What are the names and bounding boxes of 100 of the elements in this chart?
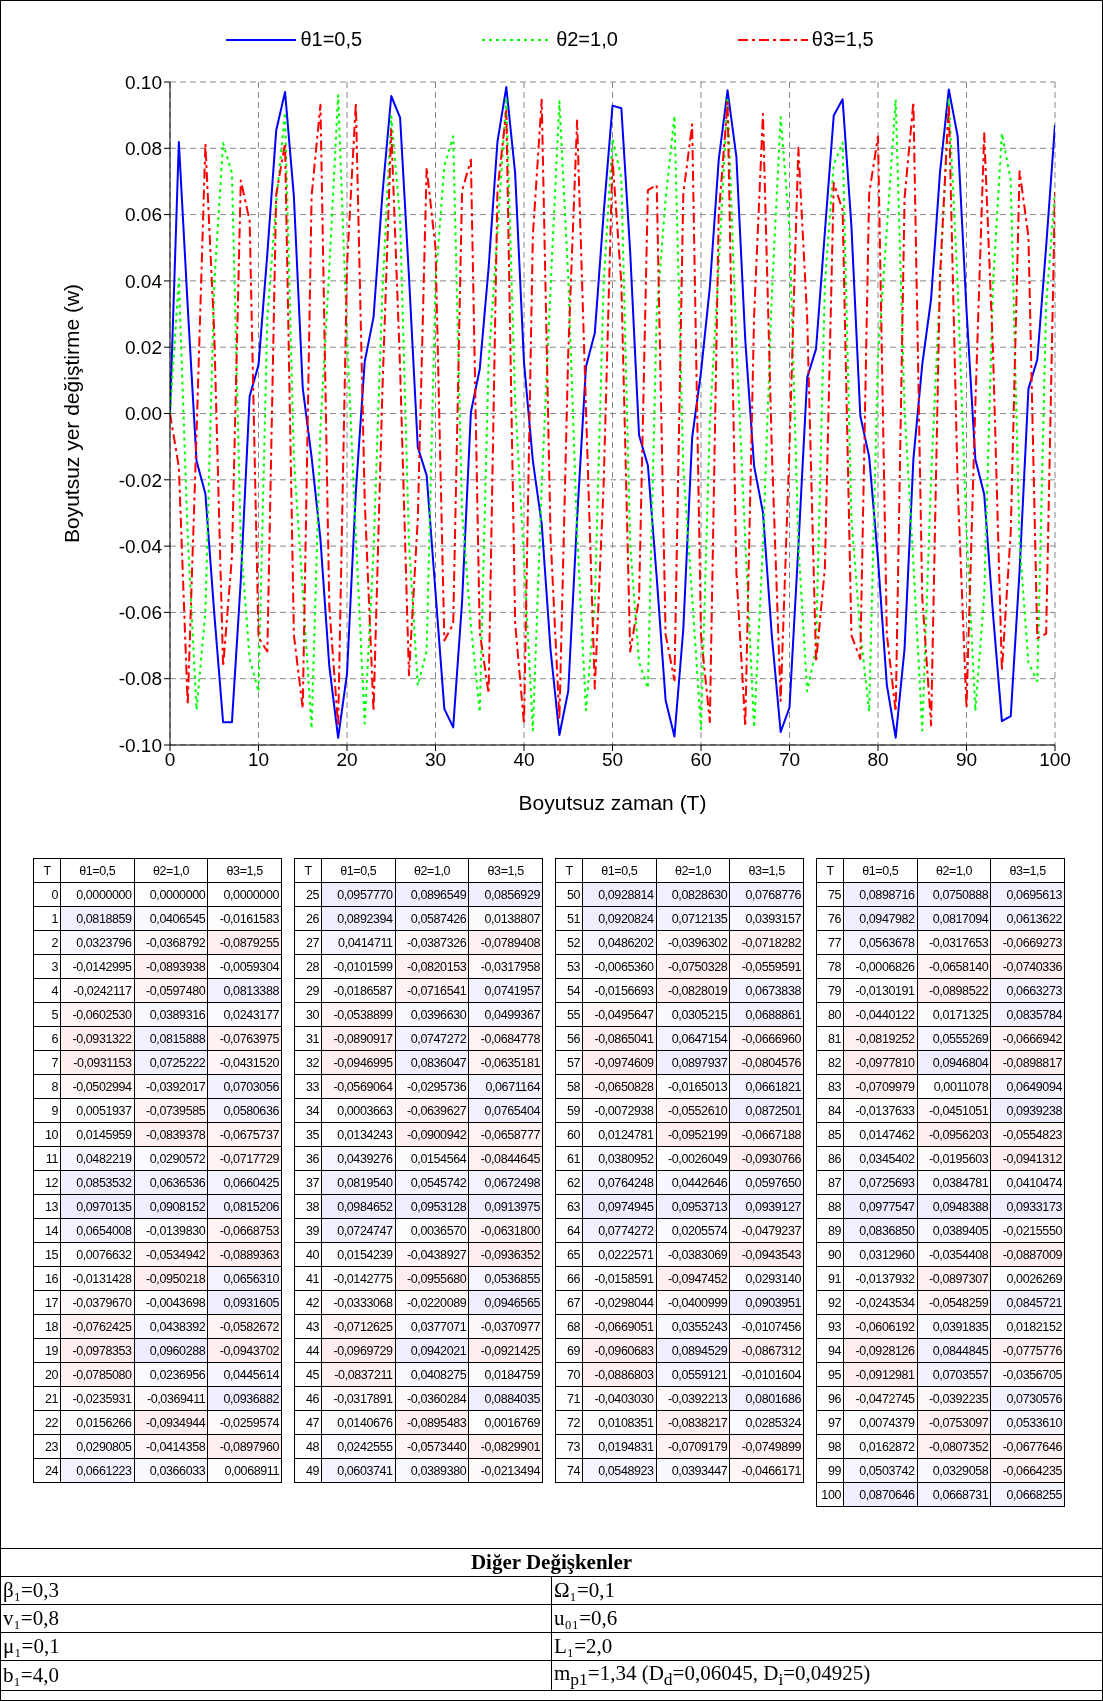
data-label: 0,0184759 (468, 1362, 543, 1387)
y-tick-label: 0.02 (125, 336, 162, 358)
data-label: -0,0912981 (843, 1362, 918, 1387)
data-label: -0,0161583 (207, 906, 282, 931)
data-label: -0,0065360 (582, 954, 657, 979)
x-tick-label: θ1=0,5 (843, 858, 918, 883)
data-label: -0,0392213 (656, 1386, 730, 1411)
y-tick-label: 10 (33, 1122, 61, 1147)
data-label: -0,0718282 (729, 930, 804, 955)
data-label: 0,0162872 (843, 1434, 918, 1459)
y-tick-label: 45 (294, 1362, 322, 1387)
data-label: -0,0717729 (207, 1146, 282, 1171)
y-tick-label: 95 (816, 1362, 844, 1387)
y-tick-label: 0.10 (125, 71, 162, 93)
data-label: -0,0934944 (134, 1410, 208, 1435)
data-label: 0,0928814 (582, 882, 657, 907)
data-label: -0,0438927 (395, 1242, 469, 1267)
data-label: -0,0820153 (395, 954, 469, 979)
data-label: 0,0894529 (656, 1338, 730, 1363)
x-tick-label: θ1=0,5 (582, 858, 657, 883)
data-label: -0,0936352 (468, 1242, 543, 1267)
data-label: -0,0552610 (656, 1098, 730, 1123)
x-tick-label: θ3=1,5 (207, 858, 282, 883)
text: v₁=0,8 (3, 1606, 59, 1630)
y-tick-label: 44 (294, 1338, 322, 1363)
data-label: 0,0936882 (207, 1386, 282, 1411)
y-tick-label: 46 (294, 1386, 322, 1411)
data-label: 0,0898716 (843, 882, 918, 907)
data-label: 0,0389380 (395, 1458, 469, 1483)
data-label: -0,0950218 (134, 1266, 208, 1291)
data-label: 0,0393157 (729, 906, 804, 931)
data-label: -0,0837211 (321, 1362, 396, 1387)
data-label: -0,0156693 (582, 978, 657, 1003)
data-label: -0,0440122 (843, 1002, 918, 1027)
data-label: 0,0482219 (60, 1146, 135, 1171)
y-tick-label: 77 (816, 930, 844, 955)
data-label: 0,0108351 (582, 1410, 657, 1435)
data-label: -0,0400999 (656, 1290, 730, 1315)
data-label: 0,0134243 (321, 1122, 396, 1147)
data-label: -0,0137633 (843, 1098, 918, 1123)
data-label: -0,0139830 (134, 1218, 208, 1243)
data-label: -0,0898817 (990, 1050, 1065, 1075)
data-label: -0,0559591 (729, 954, 804, 979)
data-label: 0,0741957 (468, 978, 543, 1003)
y-tick-label: 98 (816, 1434, 844, 1459)
data-label: 0,0819540 (321, 1170, 396, 1195)
y-tick-label: 57 (555, 1050, 583, 1075)
y-tick-label: 26 (294, 906, 322, 931)
data-label: 0,0384781 (917, 1170, 991, 1195)
x-tick-label: θ1=0,5 (60, 858, 135, 883)
y-tick-label: 17 (33, 1290, 61, 1315)
data-label: -0,0709179 (656, 1434, 730, 1459)
y-tick-label: 7 (33, 1050, 61, 1075)
data-label: 0,0603741 (321, 1458, 396, 1483)
x-tick-label: 90 (955, 749, 978, 771)
data-label: -0,0709979 (843, 1074, 918, 1099)
data-label: 0,0663273 (990, 978, 1065, 1003)
x-tick-label: θ1=0,5 (321, 858, 396, 883)
data-label: -0,0317958 (468, 954, 543, 979)
data-label: -0,0396302 (656, 930, 730, 955)
y-tick-label: 88 (816, 1194, 844, 1219)
data-label: -0,0887009 (990, 1242, 1065, 1267)
y-tick-label: 63 (555, 1194, 583, 1219)
y-tick-label: 25 (294, 882, 322, 907)
data-label: -0,0931322 (60, 1026, 135, 1051)
data-label: -0,0978353 (60, 1338, 135, 1363)
y-tick-label: 55 (555, 1002, 583, 1027)
data-label: 0,0953128 (395, 1194, 469, 1219)
data-label: 0,0960288 (134, 1338, 208, 1363)
data-label: -0,0431520 (207, 1050, 282, 1075)
data-label: -0,0130191 (843, 978, 918, 1003)
data-label: 0,0355243 (656, 1314, 730, 1339)
data-label: -0,0479237 (729, 1218, 804, 1243)
y-tick-label: -0.02 (118, 469, 162, 491)
y-tick-label: 14 (33, 1218, 61, 1243)
data-label: -0,0658777 (468, 1122, 543, 1147)
y-tick-label: -0.06 (118, 602, 162, 624)
y-tick-label: 61 (555, 1146, 583, 1171)
y-tick-label: 34 (294, 1098, 322, 1123)
data-label: 0,0903951 (729, 1290, 804, 1315)
data-label: 0,0939127 (729, 1194, 804, 1219)
data-label: 0,0016769 (468, 1410, 543, 1435)
data-label: -0,0414358 (134, 1434, 208, 1459)
y-tick-label: 90 (816, 1242, 844, 1267)
y-tick-label: 0.00 (125, 403, 162, 425)
data-label: -0,0043698 (134, 1290, 208, 1315)
data-label: -0,0879255 (207, 930, 282, 955)
data-label: -0,0502994 (60, 1074, 135, 1099)
data-label: 0,0445614 (207, 1362, 282, 1387)
data-label: -0,0947452 (656, 1266, 730, 1291)
text: b₁=4,0 (3, 1663, 59, 1688)
y-tick-label: 65 (555, 1242, 583, 1267)
data-label: 0,0393447 (656, 1458, 730, 1483)
data-label: 0,0000000 (207, 882, 282, 907)
y-tick-label: 97 (816, 1410, 844, 1435)
data-label: 0,0026269 (990, 1266, 1065, 1291)
y-tick-label: 50 (555, 882, 583, 907)
data-label: 0,0533610 (990, 1410, 1065, 1435)
y-tick-label: 47 (294, 1410, 322, 1435)
data-label: 0,0815206 (207, 1194, 282, 1219)
